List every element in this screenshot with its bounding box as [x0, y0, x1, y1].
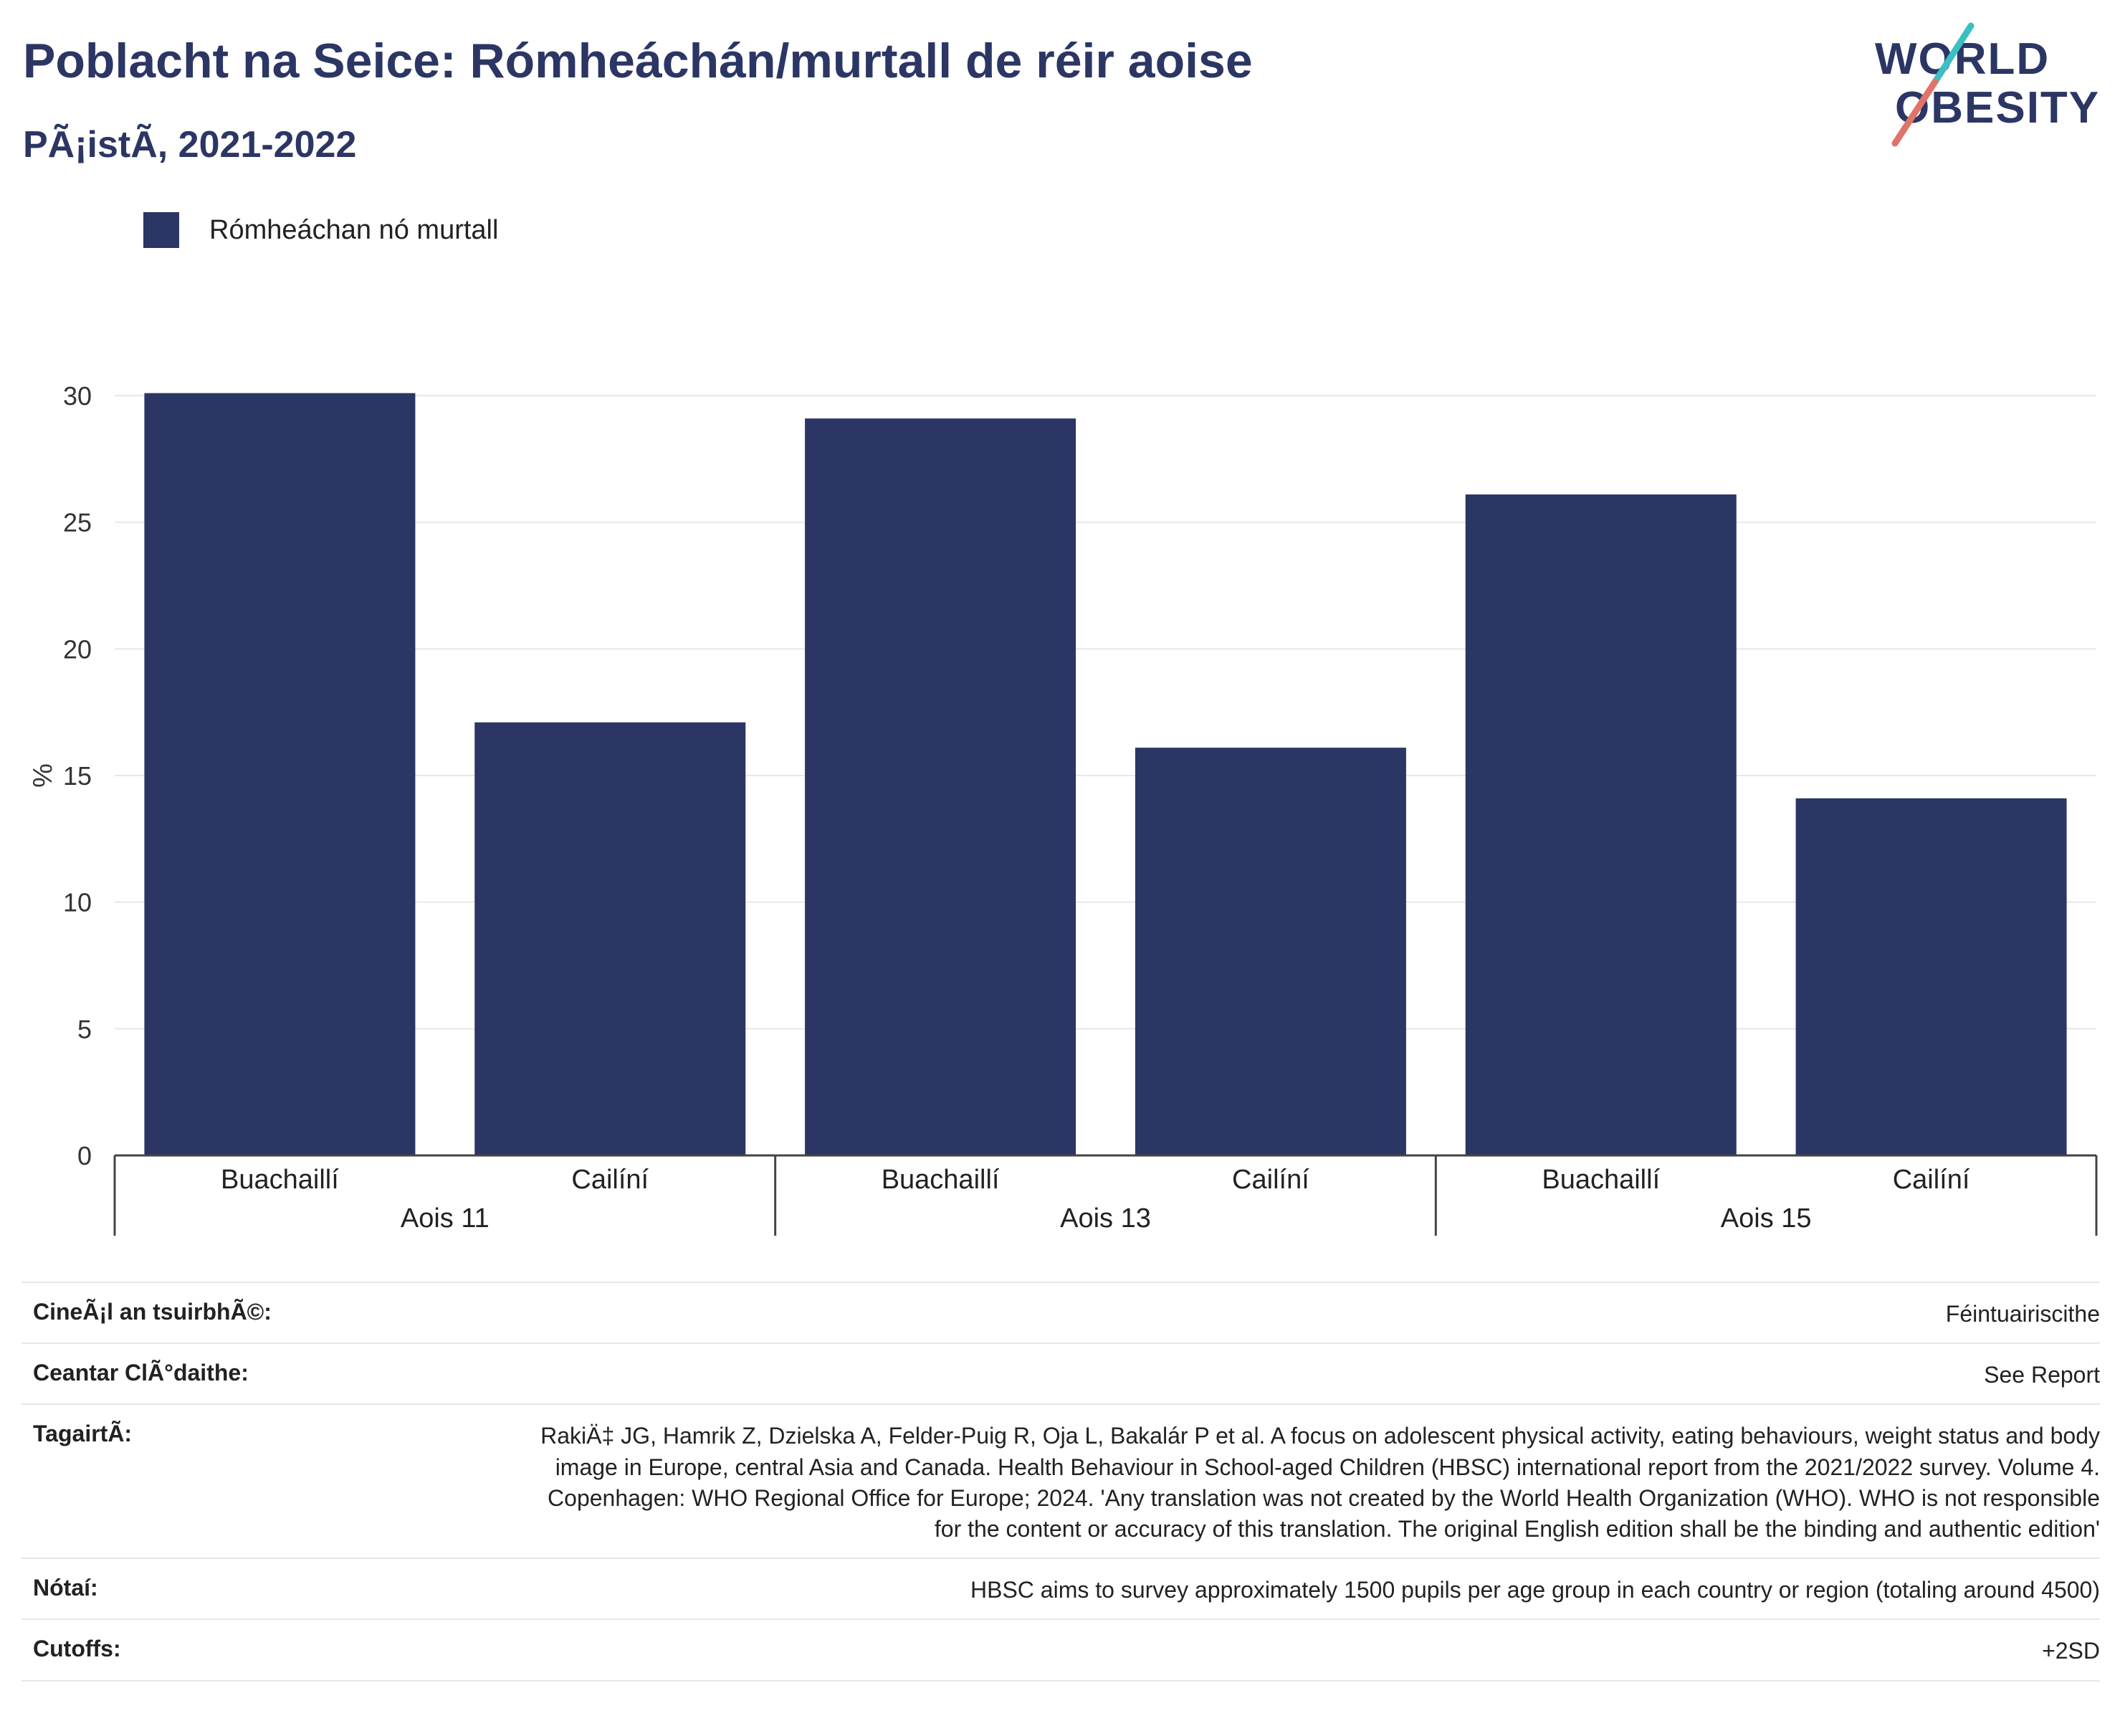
y-tick-label: 20: [63, 634, 92, 664]
meta-value: HBSC aims to survey approximately 1500 p…: [970, 1577, 2100, 1603]
chart-title: Poblacht na Seice: Rómheáchán/murtall de…: [23, 34, 1253, 88]
group-label: Aois 15: [1721, 1203, 1812, 1234]
x-tick-label: Cailíní: [1893, 1165, 1970, 1195]
x-tick-label: Buachaillí: [1542, 1165, 1660, 1195]
meta-value: +2SD: [2042, 1638, 2100, 1664]
meta-value: Féintuairiscithe: [1945, 1301, 2100, 1327]
meta-key: TagairtÃ:: [33, 1421, 133, 1447]
group-label: Aois 13: [1060, 1203, 1151, 1234]
y-tick-label: 10: [63, 888, 92, 917]
y-tick-label: 5: [77, 1014, 92, 1044]
y-tick-label: 30: [63, 381, 92, 411]
bar: [1135, 748, 1406, 1155]
meta-row-survey-type: CineÃ¡l an tsuirbhÃ©: Féintuairiscithe: [22, 1282, 2100, 1342]
meta-key: Nótaí:: [33, 1575, 98, 1601]
bar: [1465, 494, 1737, 1155]
legend-label: Rómheáchan nó murtall: [209, 214, 499, 245]
group-label: Aois 11: [401, 1203, 490, 1234]
x-tick-label: Cailíní: [1232, 1165, 1309, 1195]
bar: [474, 722, 746, 1155]
meta-key: Cutoffs:: [33, 1636, 121, 1662]
chart-subtitle: PÃ¡istÃ, 2021-2022: [23, 124, 357, 166]
meta-value: RakiÄ‡ JG, Hamrik Z, Dzielska A, Felder-…: [540, 1423, 2100, 1542]
bar: [1795, 798, 2067, 1155]
meta-row-area-covered: Ceantar ClÃ°daithe: See Report: [22, 1342, 2100, 1403]
y-tick-label: 0: [77, 1141, 92, 1170]
y-tick-label: 25: [63, 508, 92, 538]
x-tick-label: Buachaillí: [882, 1165, 1000, 1195]
x-tick-label: Buachaillí: [221, 1165, 339, 1195]
x-tick-label: Cailíní: [571, 1165, 649, 1195]
bar: [144, 393, 416, 1155]
meta-key: CineÃ¡l an tsuirbhÃ©:: [33, 1299, 272, 1325]
legend-swatch: [143, 212, 179, 248]
meta-row-notes: Nótaí: HBSC aims to survey approximately…: [22, 1558, 2100, 1618]
y-axis-label: %: [28, 763, 58, 788]
meta-value: See Report: [1984, 1362, 2100, 1388]
metadata-table: CineÃ¡l an tsuirbhÃ©: Féintuairiscithe C…: [22, 1282, 2100, 1682]
world-obesity-logo: WORLD OBESITY: [1863, 22, 2100, 151]
meta-key: Ceantar ClÃ°daithe:: [33, 1360, 249, 1386]
y-tick-label: 15: [63, 761, 92, 791]
bar-chart: 0 5 10 15 20 25 30% Buachaillí Cailíní Aois 11 Bua…: [28, 381, 2098, 1236]
logo-slash-icon: [1891, 22, 1975, 147]
meta-row-cutoffs: Cutoffs: +2SD: [22, 1618, 2100, 1682]
legend: Rómheáchan nó murtall: [143, 212, 498, 248]
meta-row-reference: TagairtÃ: RakiÄ‡ JG, Hamrik Z, Dzielska …: [22, 1403, 2100, 1558]
bar: [805, 418, 1076, 1155]
